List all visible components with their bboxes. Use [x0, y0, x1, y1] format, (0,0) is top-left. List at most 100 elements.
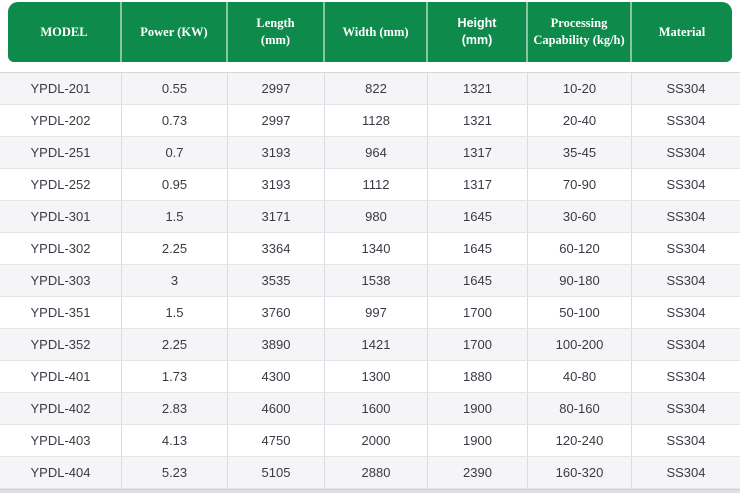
- table-row: YPDL-4045.23510528802390160-320SS304: [0, 457, 740, 489]
- table-row: YPDL-4022.8346001600190080-160SS304: [0, 393, 740, 425]
- table-cell-length-mm: 5105: [228, 457, 325, 488]
- table-cell-model: YPDL-404: [0, 457, 122, 488]
- table-cell-processing-capability: 160-320: [528, 457, 632, 488]
- table-cell-processing-capability: 70-90: [528, 169, 632, 200]
- table-cell-width-mm: 1128: [325, 105, 428, 136]
- table-cell-power-kw: 1.5: [122, 297, 228, 328]
- table-cell-width-mm: 997: [325, 297, 428, 328]
- table-cell-power-kw: 5.23: [122, 457, 228, 488]
- table-cell-length-mm: 3193: [228, 169, 325, 200]
- table-cell-processing-capability: 30-60: [528, 201, 632, 232]
- table-cell-width-mm: 980: [325, 201, 428, 232]
- table-cell-power-kw: 4.13: [122, 425, 228, 456]
- table-cell-power-kw: 3: [122, 265, 228, 296]
- table-cell-power-kw: 2.25: [122, 233, 228, 264]
- table-cell-processing-capability: 100-200: [528, 329, 632, 360]
- table-cell-height-mm: 1645: [428, 201, 528, 232]
- table-cell-material: SS304: [632, 137, 740, 168]
- table-cell-length-mm: 2997: [228, 73, 325, 104]
- table-cell-power-kw: 2.83: [122, 393, 228, 424]
- bottom-strip: [0, 489, 740, 493]
- column-header-processing-capability: Processing Capability (kg/h): [528, 2, 632, 62]
- table-cell-width-mm: 1340: [325, 233, 428, 264]
- table-cell-material: SS304: [632, 169, 740, 200]
- table-cell-length-mm: 3364: [228, 233, 325, 264]
- column-header-power-kw: Power (KW): [122, 2, 228, 62]
- table-cell-width-mm: 1421: [325, 329, 428, 360]
- table-cell-model: YPDL-302: [0, 233, 122, 264]
- table-cell-height-mm: 1880: [428, 361, 528, 392]
- table-cell-processing-capability: 35-45: [528, 137, 632, 168]
- table-cell-width-mm: 1600: [325, 393, 428, 424]
- table-cell-power-kw: 0.55: [122, 73, 228, 104]
- table-cell-height-mm: 1317: [428, 169, 528, 200]
- table-row: YPDL-2020.7329971128132120-40SS304: [0, 105, 740, 137]
- table-cell-height-mm: 1321: [428, 73, 528, 104]
- table-cell-height-mm: 1700: [428, 297, 528, 328]
- table-cell-model: YPDL-352: [0, 329, 122, 360]
- column-header-length-mm: Length (mm): [228, 2, 325, 62]
- table-cell-width-mm: 1538: [325, 265, 428, 296]
- table-cell-model: YPDL-202: [0, 105, 122, 136]
- table-cell-processing-capability: 90-180: [528, 265, 632, 296]
- table-row: YPDL-3022.2533641340164560-120SS304: [0, 233, 740, 265]
- table-cell-length-mm: 2997: [228, 105, 325, 136]
- table-cell-model: YPDL-403: [0, 425, 122, 456]
- table-cell-width-mm: 2880: [325, 457, 428, 488]
- table-cell-processing-capability: 80-160: [528, 393, 632, 424]
- table-cell-model: YPDL-402: [0, 393, 122, 424]
- table-cell-width-mm: 1112: [325, 169, 428, 200]
- table-row: YPDL-3511.53760997170050-100SS304: [0, 297, 740, 329]
- table-body: YPDL-2010.552997822132110-20SS304YPDL-20…: [0, 72, 740, 489]
- table-cell-width-mm: 2000: [325, 425, 428, 456]
- table-cell-model: YPDL-201: [0, 73, 122, 104]
- table-cell-material: SS304: [632, 425, 740, 456]
- table-cell-processing-capability: 50-100: [528, 297, 632, 328]
- table-row: YPDL-2520.9531931112131770-90SS304: [0, 169, 740, 201]
- table-cell-material: SS304: [632, 329, 740, 360]
- table-cell-height-mm: 1900: [428, 393, 528, 424]
- table-cell-processing-capability: 40-80: [528, 361, 632, 392]
- table-cell-power-kw: 1.73: [122, 361, 228, 392]
- table-cell-width-mm: 964: [325, 137, 428, 168]
- table-cell-processing-capability: 60-120: [528, 233, 632, 264]
- table-cell-processing-capability: 20-40: [528, 105, 632, 136]
- table-row: YPDL-2010.552997822132110-20SS304: [0, 73, 740, 105]
- table-cell-height-mm: 2390: [428, 457, 528, 488]
- table-cell-processing-capability: 10-20: [528, 73, 632, 104]
- table-cell-height-mm: 1700: [428, 329, 528, 360]
- table-cell-material: SS304: [632, 297, 740, 328]
- table-cell-material: SS304: [632, 457, 740, 488]
- table-row: YPDL-4011.7343001300188040-80SS304: [0, 361, 740, 393]
- column-header-width-mm: Width (mm): [325, 2, 428, 62]
- table-cell-length-mm: 4750: [228, 425, 325, 456]
- table-cell-material: SS304: [632, 73, 740, 104]
- table-cell-material: SS304: [632, 361, 740, 392]
- table-cell-model: YPDL-252: [0, 169, 122, 200]
- table-cell-length-mm: 3890: [228, 329, 325, 360]
- table-cell-material: SS304: [632, 201, 740, 232]
- table-cell-material: SS304: [632, 393, 740, 424]
- table-cell-length-mm: 3535: [228, 265, 325, 296]
- table-cell-length-mm: 3760: [228, 297, 325, 328]
- table-cell-material: SS304: [632, 105, 740, 136]
- table-row: YPDL-4034.13475020001900120-240SS304: [0, 425, 740, 457]
- table-cell-length-mm: 3171: [228, 201, 325, 232]
- table-cell-length-mm: 3193: [228, 137, 325, 168]
- table-cell-height-mm: 1645: [428, 233, 528, 264]
- table-cell-length-mm: 4600: [228, 393, 325, 424]
- table-row: YPDL-303335351538164590-180SS304: [0, 265, 740, 297]
- table-cell-model: YPDL-351: [0, 297, 122, 328]
- table-cell-model: YPDL-303: [0, 265, 122, 296]
- table-cell-width-mm: 822: [325, 73, 428, 104]
- table-cell-height-mm: 1321: [428, 105, 528, 136]
- table-cell-power-kw: 1.5: [122, 201, 228, 232]
- table-row: YPDL-3011.53171980164530-60SS304: [0, 201, 740, 233]
- table-cell-model: YPDL-251: [0, 137, 122, 168]
- table-row: YPDL-2510.73193964131735-45SS304: [0, 137, 740, 169]
- table-cell-material: SS304: [632, 265, 740, 296]
- column-header-material: Material: [632, 2, 732, 62]
- table-cell-height-mm: 1317: [428, 137, 528, 168]
- table-cell-height-mm: 1645: [428, 265, 528, 296]
- table-header-row: MODELPower (KW)Length (mm)Width (mm)Heig…: [8, 2, 732, 62]
